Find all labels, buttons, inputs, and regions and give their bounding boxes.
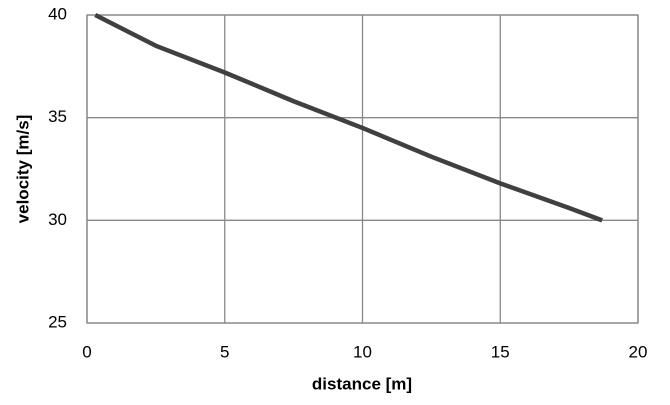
y-tick-label: 35 (48, 107, 67, 126)
x-tick-label: 20 (629, 342, 648, 361)
x-tick-label: 15 (491, 342, 510, 361)
x-tick-label: 5 (220, 342, 229, 361)
x-tick-label: 0 (82, 342, 91, 361)
x-axis-title: distance [m] (312, 374, 412, 393)
y-axis-title: velocity [m/s] (13, 115, 32, 224)
y-tick-label: 30 (48, 210, 67, 229)
plot-border (86, 14, 639, 324)
data-line (94, 12, 603, 223)
x-tick-label: 10 (353, 342, 372, 361)
y-tick-label: 40 (48, 4, 67, 23)
y-tick-label: 25 (48, 312, 67, 331)
